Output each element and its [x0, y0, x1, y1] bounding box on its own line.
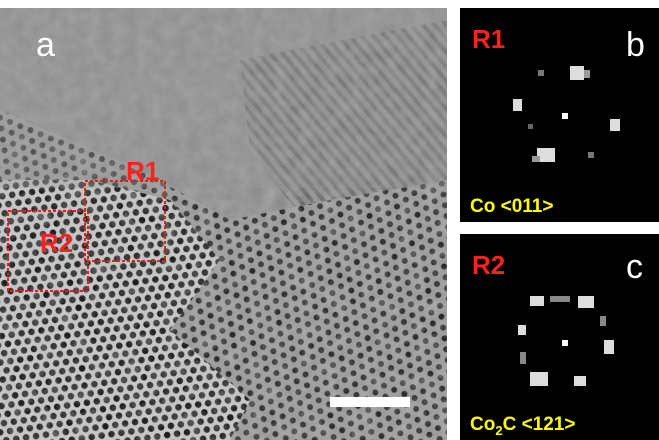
zone-axis-subscript: 2	[495, 423, 502, 438]
zone-axis-rest: C <121>	[503, 414, 576, 435]
panel-label: c	[626, 248, 643, 286]
figure: a R1 R2 R1 b Co <011> R2 c Co2C <121>	[0, 0, 659, 440]
region-label: R2	[472, 250, 505, 280]
zone-axis: Co2C <121>	[470, 414, 575, 438]
panel-label: a	[36, 26, 55, 64]
zone-axis-element: Co	[470, 414, 495, 435]
panel-label: b	[626, 26, 645, 64]
region-label: R2	[40, 228, 73, 258]
region-label: R1	[472, 24, 505, 54]
region-label: R1	[126, 156, 159, 186]
scale-bar	[330, 397, 410, 407]
zone-axis: Co <011>	[470, 196, 553, 217]
tem-image	[0, 8, 447, 440]
